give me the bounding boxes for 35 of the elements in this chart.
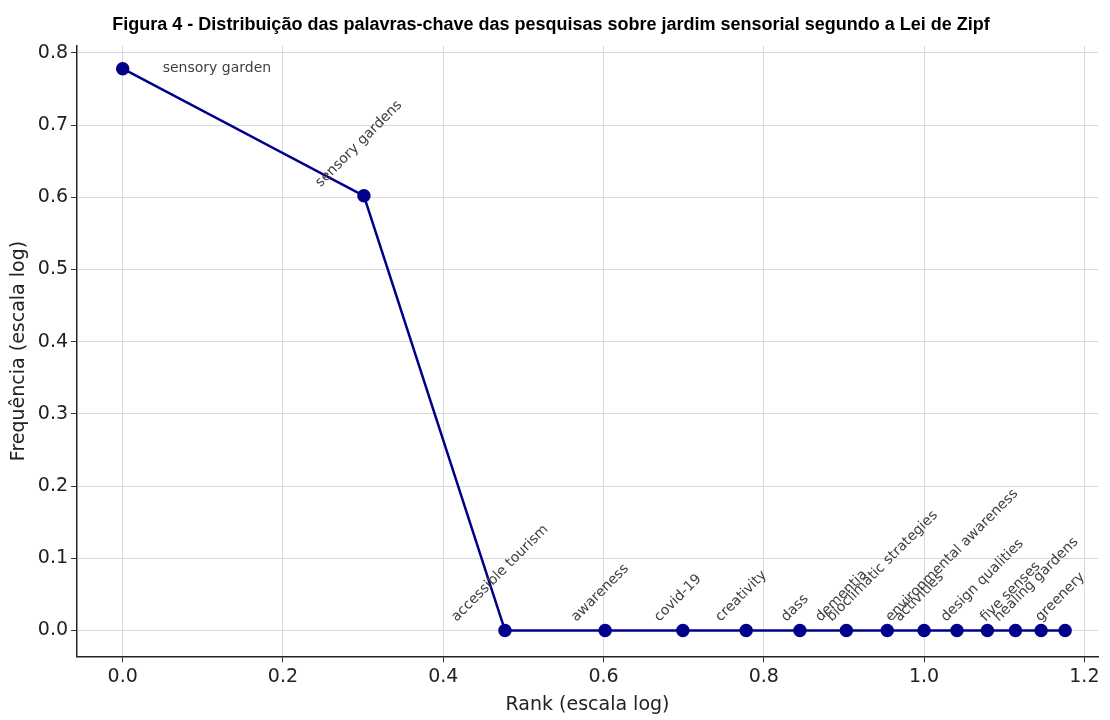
point [980,623,995,638]
y-tick-label: 0.7 [37,111,69,134]
annotation: sensory garden [162,59,272,76]
x-tick-label: 0.0 [107,663,138,686]
x-tick-label: 0.8 [748,663,779,686]
x-tick-label: 1.2 [1069,663,1100,686]
x-tick-label: 0.2 [267,663,299,686]
y-tick-label: 0.5 [37,256,69,279]
x-tick-label: 0.6 [588,663,619,686]
y-tick-label: 0.8 [37,39,69,62]
y-tick-label: 0.4 [37,328,69,351]
x-tick-label: 1.0 [908,663,940,686]
point [357,189,371,203]
point [1058,623,1072,638]
point [498,623,512,638]
point [880,623,894,638]
chart-title: Figura 4 - Distribuição das palavras-chave das pesquisas sobre jardim sensorial segundo a Lei de Zipf [112,13,991,34]
point [739,623,753,638]
point [917,623,931,638]
y-tick-label: 0.0 [37,617,69,640]
point [839,623,854,638]
x-tick-label: 0.4 [428,663,459,686]
point [598,623,612,638]
point [950,623,964,638]
point [1008,623,1023,638]
y-tick-label: 0.2 [37,472,69,495]
y-axis-title: Frequência (escala log) [6,240,29,462]
point [676,623,690,638]
point [115,61,130,76]
x-axis-title: Rank (escala log) [505,691,670,714]
y-tick-label: 0.3 [37,400,69,423]
y-tick-label: 0.6 [37,184,69,207]
point [793,623,807,638]
y-tick-label: 0.1 [37,545,69,568]
point [1034,623,1048,638]
